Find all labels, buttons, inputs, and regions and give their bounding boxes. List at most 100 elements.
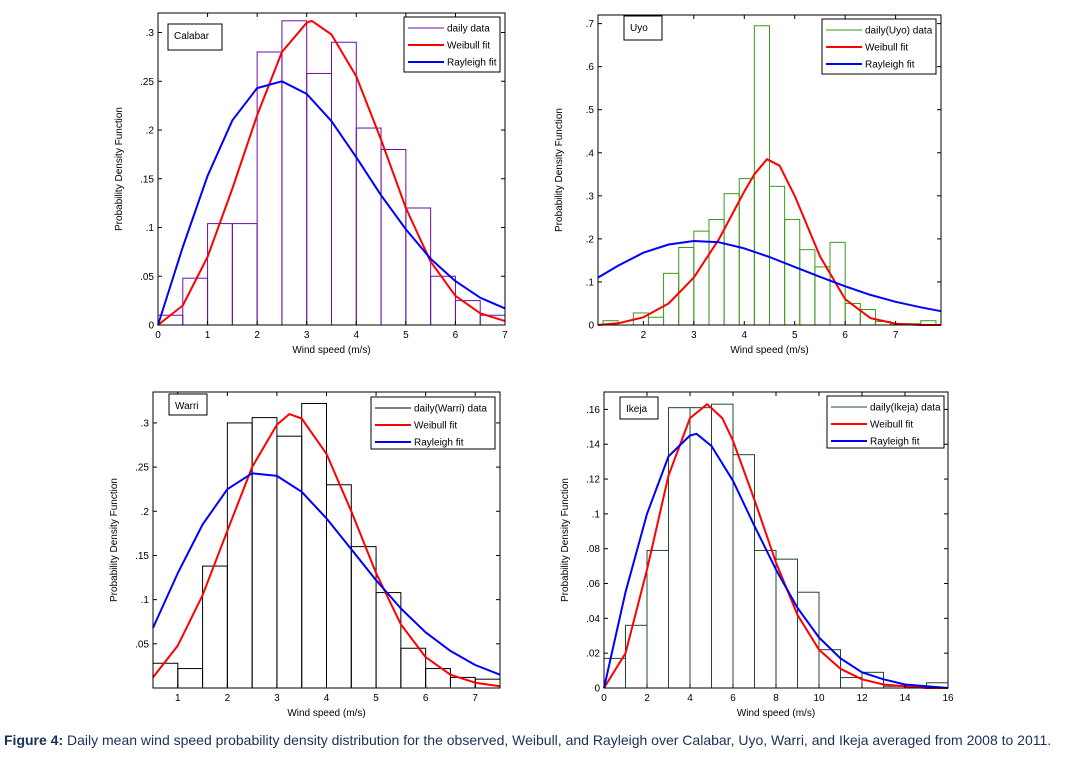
- x-axis-label: Wind speed (m/s): [737, 708, 815, 719]
- x-tick-label: 5: [403, 330, 409, 341]
- legend-label: Rayleigh fit: [447, 58, 497, 69]
- x-tick-label: 2: [641, 330, 647, 341]
- station-title: Uyo: [630, 23, 648, 34]
- x-tick-label: 2: [254, 330, 260, 341]
- histogram-bar: [430, 275, 456, 326]
- y-tick-label: .3: [586, 191, 595, 202]
- rayleigh-fit-curve: [603, 432, 949, 689]
- x-tick-label: 2: [225, 693, 231, 704]
- legend-label: Weibull fit: [447, 41, 490, 52]
- x-tick-label: 1: [205, 330, 211, 341]
- histogram-bar: [157, 314, 184, 326]
- y-tick-label: 0: [594, 684, 600, 695]
- legend-box: [826, 395, 945, 449]
- plot-frame: [157, 12, 506, 326]
- y-tick-label: .1: [586, 277, 595, 288]
- histogram-bar: [844, 302, 861, 326]
- histogram-bar: [355, 127, 382, 326]
- histogram-bar: [177, 668, 204, 689]
- caption-label: Figure 4:: [4, 732, 64, 748]
- x-tick-label: 4: [687, 693, 693, 704]
- histogram-bar: [182, 277, 209, 326]
- x-tick-label: 6: [730, 693, 736, 704]
- y-tick-label: .12: [586, 475, 600, 486]
- histogram-bar: [663, 272, 680, 326]
- x-tick-label: 6: [453, 330, 459, 341]
- weibull-fit-curve: [597, 158, 941, 326]
- x-tick-label: 0: [155, 330, 161, 341]
- x-axis-label: Wind speed (m/s): [730, 345, 808, 356]
- histogram-bar: [400, 647, 427, 689]
- y-axis-label: Probability Density Function: [109, 478, 120, 602]
- histogram-bar: [331, 41, 357, 326]
- station-title: Warri: [175, 401, 199, 412]
- histogram-bar: [646, 549, 669, 689]
- chart-panel-calabar: 0 1 2 3 4 5 6 7 0 .05 .1 .15 .2 .25 .3 Wind speed (m/s)…: [114, 12, 508, 356]
- histogram-bar: [784, 219, 801, 326]
- legend-label: Weibull fit: [865, 43, 908, 54]
- histogram-bar: [775, 558, 798, 689]
- legend-label: Rayleigh fit: [870, 437, 920, 448]
- legend-label: Rayleigh fit: [414, 438, 464, 449]
- histogram-bar: [689, 407, 712, 689]
- histogram-bar: [256, 51, 283, 326]
- y-tick-label: .2: [146, 126, 155, 137]
- figure-caption: Figure 4: Daily mean wind speed probabil…: [4, 732, 1070, 749]
- x-axis-label: Wind speed (m/s): [287, 708, 365, 719]
- rayleigh-fit-curve: [157, 80, 506, 326]
- histogram-bar: [840, 677, 863, 689]
- histogram-bar: [226, 422, 253, 689]
- histogram-bar: [711, 403, 734, 689]
- y-tick-label: .04: [586, 614, 600, 625]
- histogram-bar: [375, 592, 402, 689]
- y-tick-label: .02: [586, 649, 600, 660]
- y-tick-label: .08: [586, 544, 600, 555]
- plot-frame: [597, 14, 942, 326]
- histogram-bar: [251, 417, 278, 689]
- histogram-bar: [405, 207, 432, 326]
- y-tick-label: .05: [140, 272, 154, 283]
- station-title: Calabar: [174, 31, 210, 42]
- y-tick-label: .2: [141, 507, 150, 518]
- x-tick-label: 16: [942, 693, 954, 704]
- y-tick-label: .15: [135, 551, 149, 562]
- y-tick-label: .4: [586, 148, 595, 159]
- y-tick-label: .3: [141, 418, 150, 429]
- histogram-bar: [207, 223, 233, 326]
- weibull-fit-curve: [157, 19, 506, 326]
- x-tick-label: 3: [304, 330, 310, 341]
- x-tick-label: 6: [842, 330, 848, 341]
- histogram-bar: [281, 20, 308, 326]
- station-title-box: [619, 396, 659, 420]
- x-tick-label: 2: [644, 693, 650, 704]
- station-title-box: [168, 393, 208, 416]
- x-tick-label: 14: [899, 693, 911, 704]
- y-tick-label: .1: [141, 595, 150, 606]
- y-tick-label: .06: [586, 579, 600, 590]
- station-title-box: [623, 15, 663, 41]
- y-axis-label: Probability Density Function: [114, 107, 125, 231]
- y-tick-label: .3: [146, 28, 155, 39]
- y-tick-label: .5: [586, 105, 595, 116]
- x-tick-label: 3: [274, 693, 280, 704]
- x-tick-label: 4: [324, 693, 330, 704]
- y-axis-label: Probability Density Function: [560, 478, 571, 602]
- x-tick-label: 5: [373, 693, 379, 704]
- y-tick-label: .6: [586, 62, 595, 73]
- legend-label: daily(Uyo) data: [865, 26, 933, 37]
- y-tick-label: .2: [586, 234, 595, 245]
- histogram-bar: [797, 591, 820, 689]
- x-tick-label: 8: [773, 693, 779, 704]
- y-tick-label: .1: [592, 509, 601, 520]
- histogram-bar: [231, 223, 258, 326]
- histogram-bar: [350, 546, 377, 689]
- histogram-bar: [799, 249, 816, 326]
- figure-panels: 0 1 2 3 4 5 6 7 0.05.1.15.2.25.3 Wind speed (m/s)…: [109, 12, 954, 719]
- histogram-bar: [753, 25, 771, 326]
- y-tick-label: .16: [586, 405, 600, 416]
- legend-label: daily(Ikeja) data: [870, 403, 941, 414]
- legend-label: daily data: [447, 24, 490, 35]
- y-tick-label: .7: [586, 19, 595, 30]
- y-tick-label: .25: [135, 463, 149, 474]
- station-title-box: [167, 23, 223, 51]
